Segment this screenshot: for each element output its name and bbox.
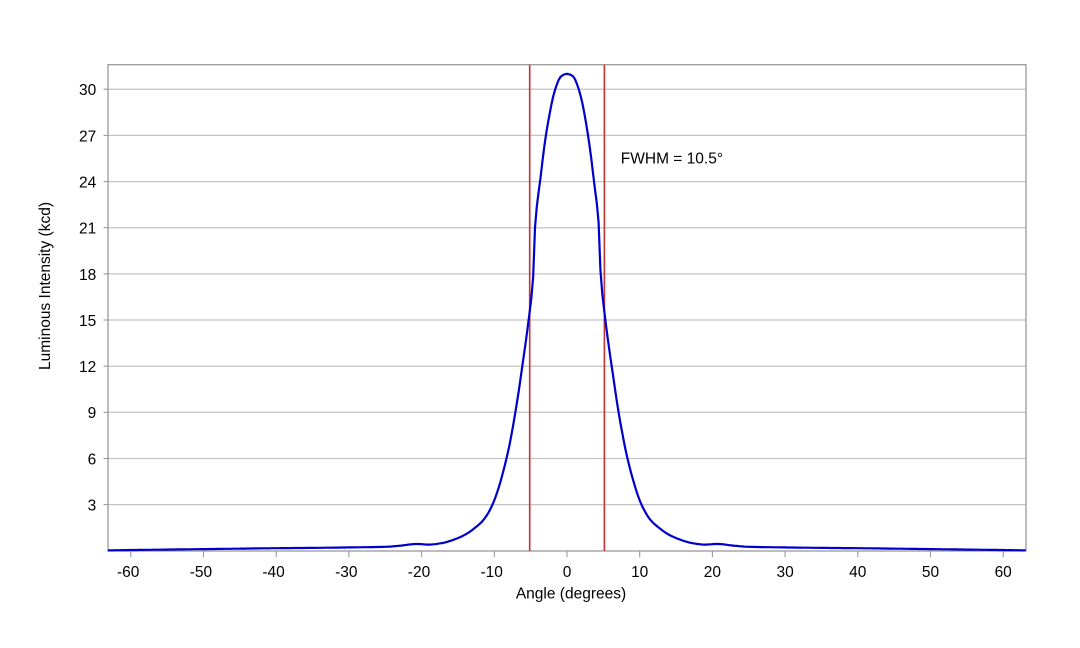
svg-text:0: 0 bbox=[563, 564, 572, 581]
svg-text:30: 30 bbox=[79, 82, 97, 99]
svg-text:-40: -40 bbox=[262, 564, 285, 581]
svg-text:15: 15 bbox=[79, 313, 96, 330]
svg-text:20: 20 bbox=[704, 564, 722, 581]
svg-text:50: 50 bbox=[922, 564, 940, 581]
svg-text:FWHM = 10.5°: FWHM = 10.5° bbox=[621, 151, 723, 168]
svg-text:30: 30 bbox=[776, 564, 794, 581]
svg-text:6: 6 bbox=[88, 451, 97, 468]
svg-text:-60: -60 bbox=[117, 564, 140, 581]
svg-text:24: 24 bbox=[79, 175, 97, 192]
svg-text:10: 10 bbox=[631, 564, 649, 581]
svg-text:-30: -30 bbox=[335, 564, 358, 581]
svg-text:Angle (degrees): Angle (degrees) bbox=[516, 586, 626, 603]
svg-text:18: 18 bbox=[79, 267, 96, 284]
svg-text:40: 40 bbox=[849, 564, 867, 581]
svg-text:Luminous Intensity (kcd): Luminous Intensity (kcd) bbox=[37, 202, 54, 370]
svg-text:12: 12 bbox=[79, 359, 96, 376]
svg-text:-10: -10 bbox=[480, 564, 503, 581]
svg-text:9: 9 bbox=[88, 405, 97, 422]
svg-text:-20: -20 bbox=[408, 564, 431, 581]
svg-text:21: 21 bbox=[79, 221, 96, 238]
svg-text:3: 3 bbox=[88, 498, 97, 515]
svg-text:60: 60 bbox=[995, 564, 1013, 581]
svg-text:27: 27 bbox=[79, 128, 96, 145]
svg-text:-50: -50 bbox=[190, 564, 213, 581]
